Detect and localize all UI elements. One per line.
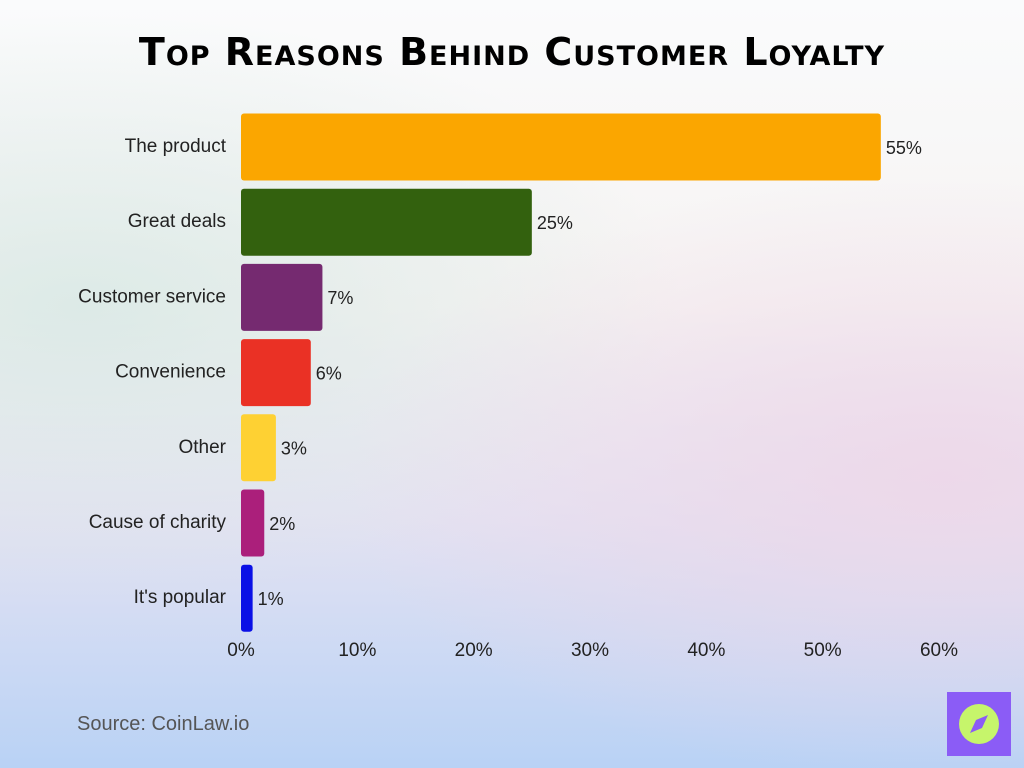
bar (241, 564, 253, 632)
bar (241, 339, 311, 407)
compass-icon (959, 704, 999, 744)
bar (241, 113, 881, 181)
x-tick-label: 60% (920, 640, 958, 661)
bar (241, 489, 265, 557)
source-note: Source: CoinLaw.io (77, 713, 250, 735)
x-tick-label: 20% (455, 640, 493, 661)
bar (241, 263, 323, 331)
value-label: 6% (316, 363, 342, 383)
value-label: 25% (537, 213, 573, 233)
x-tick-label: 0% (227, 640, 255, 661)
value-label: 3% (281, 439, 307, 459)
x-tick-label: 30% (571, 640, 609, 661)
bar (241, 188, 532, 256)
category-label: Convenience (115, 362, 226, 383)
x-tick-label: 50% (804, 640, 842, 661)
labels-layer: The product 55% Great deals 25% Customer ser… (78, 136, 922, 609)
category-label: It's popular (134, 587, 227, 608)
bars-layer (241, 113, 881, 632)
category-label: The product (125, 136, 227, 157)
category-label: Great deals (128, 211, 226, 232)
x-tick-label: 40% (687, 640, 725, 661)
bar-chart: The product 55% Great deals 25% Customer ser… (78, 113, 958, 661)
x-axis: 0% 10% 20% 30% 40% 50% 60% (227, 640, 958, 661)
category-label: Customer service (78, 286, 226, 307)
compass-badge[interactable] (947, 692, 1011, 756)
chart-title: Top Reasons Behind Customer Loyalty (138, 30, 886, 74)
value-label: 1% (258, 589, 284, 609)
category-label: Cause of charity (89, 512, 227, 533)
category-label: Other (178, 437, 226, 458)
x-tick-label: 10% (338, 640, 376, 661)
value-label: 7% (327, 288, 353, 308)
value-label: 2% (269, 514, 295, 534)
bar (241, 414, 276, 482)
value-label: 55% (886, 138, 922, 158)
